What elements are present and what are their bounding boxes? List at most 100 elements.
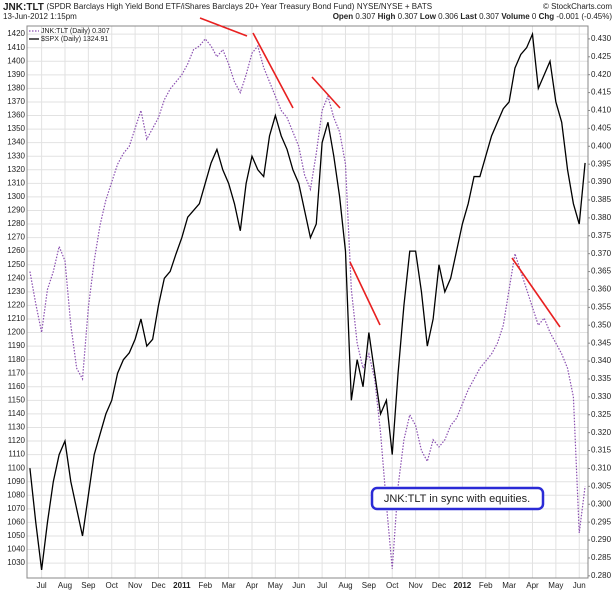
quote-label: Volume [501,12,530,21]
y-tick-label: 1090 [7,477,25,486]
y-tick-label: 1360 [7,111,25,120]
y2-tick-label: 0.305 [591,481,612,490]
y-tick-label: 1340 [7,138,25,147]
symbol: JNK:TLT [3,2,44,13]
x-tick-label: 2011 [173,581,191,590]
y2-tick-label: 0.280 [591,571,612,580]
y2-tick-label: 0.310 [591,464,612,473]
y2-tick-label: 0.415 [591,88,612,97]
y2-tick-label: 0.395 [591,159,612,168]
y-tick-label: 1260 [7,246,25,255]
date: 13-Jun-2012 1:15pm [3,12,77,21]
quote-value: 0.307 [398,12,419,21]
y-tick-label: 1270 [7,233,25,242]
y-tick-label: 1200 [7,328,25,337]
y-tick-label: 1300 [7,192,25,201]
y2-tick-label: 0.285 [591,553,612,562]
grid [27,26,588,578]
y-tick-label: 1330 [7,151,25,160]
y2-tick-label: 0.340 [591,356,612,365]
y2-tick-label: 0.300 [591,499,612,508]
y2-tick-label: 0.410 [591,106,612,115]
y2-tick-label: 0.355 [591,302,612,311]
y2-tick-label: 0.385 [591,195,612,204]
y-tick-label: 1420 [7,29,25,38]
x-tick-label: Jun [573,581,586,590]
y2-tick-label: 0.380 [591,213,612,222]
y-tick-label: 1150 [8,395,26,404]
y2-tick-label: 0.290 [591,535,612,544]
x-tick-label: Jul [36,581,46,590]
x-tick-label: Nov [408,581,422,590]
x-tick-label: May [268,581,283,590]
y-tick-label: 1410 [7,43,25,52]
y2-tick-label: 0.400 [591,141,612,150]
legend-label: JNK:TLT (Daily) 0.307 [41,28,110,35]
y-tick-label: 1060 [7,518,25,527]
x-tick-label: Dec [432,581,446,590]
quote-value: 0.307 [355,12,376,21]
trend-line [511,257,561,328]
y-tick-label: 1400 [7,56,25,65]
y-tick-label: 1120 [8,436,26,445]
y2-tick-label: 0.320 [591,428,612,437]
quote-label: Open [333,12,354,21]
y-tick-label: 1210 [7,314,25,323]
x-tick-label: Sep [362,581,377,590]
y-tick-label: 1220 [7,301,25,310]
y-tick-label: 1320 [7,165,25,174]
exchange: NYSE/NYSE + BATS [357,2,432,11]
x-tick-label: Jun [292,581,305,590]
y2-tick-label: 0.420 [591,70,612,79]
x-tick-label: 2012 [453,581,471,590]
y2-tick-label: 0.425 [591,52,612,61]
y-tick-label: 1250 [7,260,25,269]
quote-label: Low [420,12,437,21]
x-tick-label: May [548,581,563,590]
y-tick-label: 1040 [7,545,25,554]
quote-value: 0 [532,12,537,21]
x-tick-label: Apr [526,581,539,590]
y-tick-label: 1170 [8,368,26,377]
y2-tick-label: 0.370 [591,249,612,258]
annotation-box [370,486,545,511]
x-tick-label: Nov [128,581,142,590]
y-tick-label: 1050 [7,531,25,540]
y-tick-label: 1100 [8,463,26,472]
trend-line [199,17,248,37]
x-tick-label: Feb [198,581,212,590]
y-tick-label: 1130 [8,423,26,432]
y-tick-label: 1240 [7,273,25,282]
x-tick-label: Jul [317,581,327,590]
y-tick-label: 1140 [8,409,26,418]
y-tick-label: 1030 [7,558,25,567]
y2-tick-label: 0.325 [591,410,612,419]
y2-tick-label: 0.360 [591,285,612,294]
y2-tick-label: 0.350 [591,320,612,329]
header-title: JNK:TLT (SPDR Barclays High Yield Bond E… [3,1,432,12]
series-layer [29,31,586,570]
quote-value: 0.307 [479,12,500,21]
x-tick-label: Oct [386,581,399,590]
quote-label: High [378,12,396,21]
legend-label: $SPX (Daily) 1324.91 [41,36,108,43]
quote-label: Chg [539,12,555,21]
trend-lines [199,17,561,328]
source: © StockCharts.com [543,2,612,11]
y-tick-label: 1370 [7,97,25,106]
annotation: JNK:TLT in sync with equities. [384,493,530,505]
x-tick-label: Sep [81,581,96,590]
y-tick-label: 1350 [7,124,25,133]
quote-value: -0.001 (-0.45%) [556,12,612,21]
trend-line [252,32,294,109]
series-line [29,31,586,570]
description: (SPDR Barclays High Yield Bond ETF/iShar… [46,2,354,11]
y2-tick-label: 0.335 [591,374,612,383]
x-tick-label: Mar [502,581,516,590]
trend-line [311,76,341,109]
y-tick-label: 1070 [7,504,25,513]
y2-tick-label: 0.330 [591,392,612,401]
x-tick-label: Apr [246,581,259,590]
y2-tick-label: 0.315 [591,446,612,455]
